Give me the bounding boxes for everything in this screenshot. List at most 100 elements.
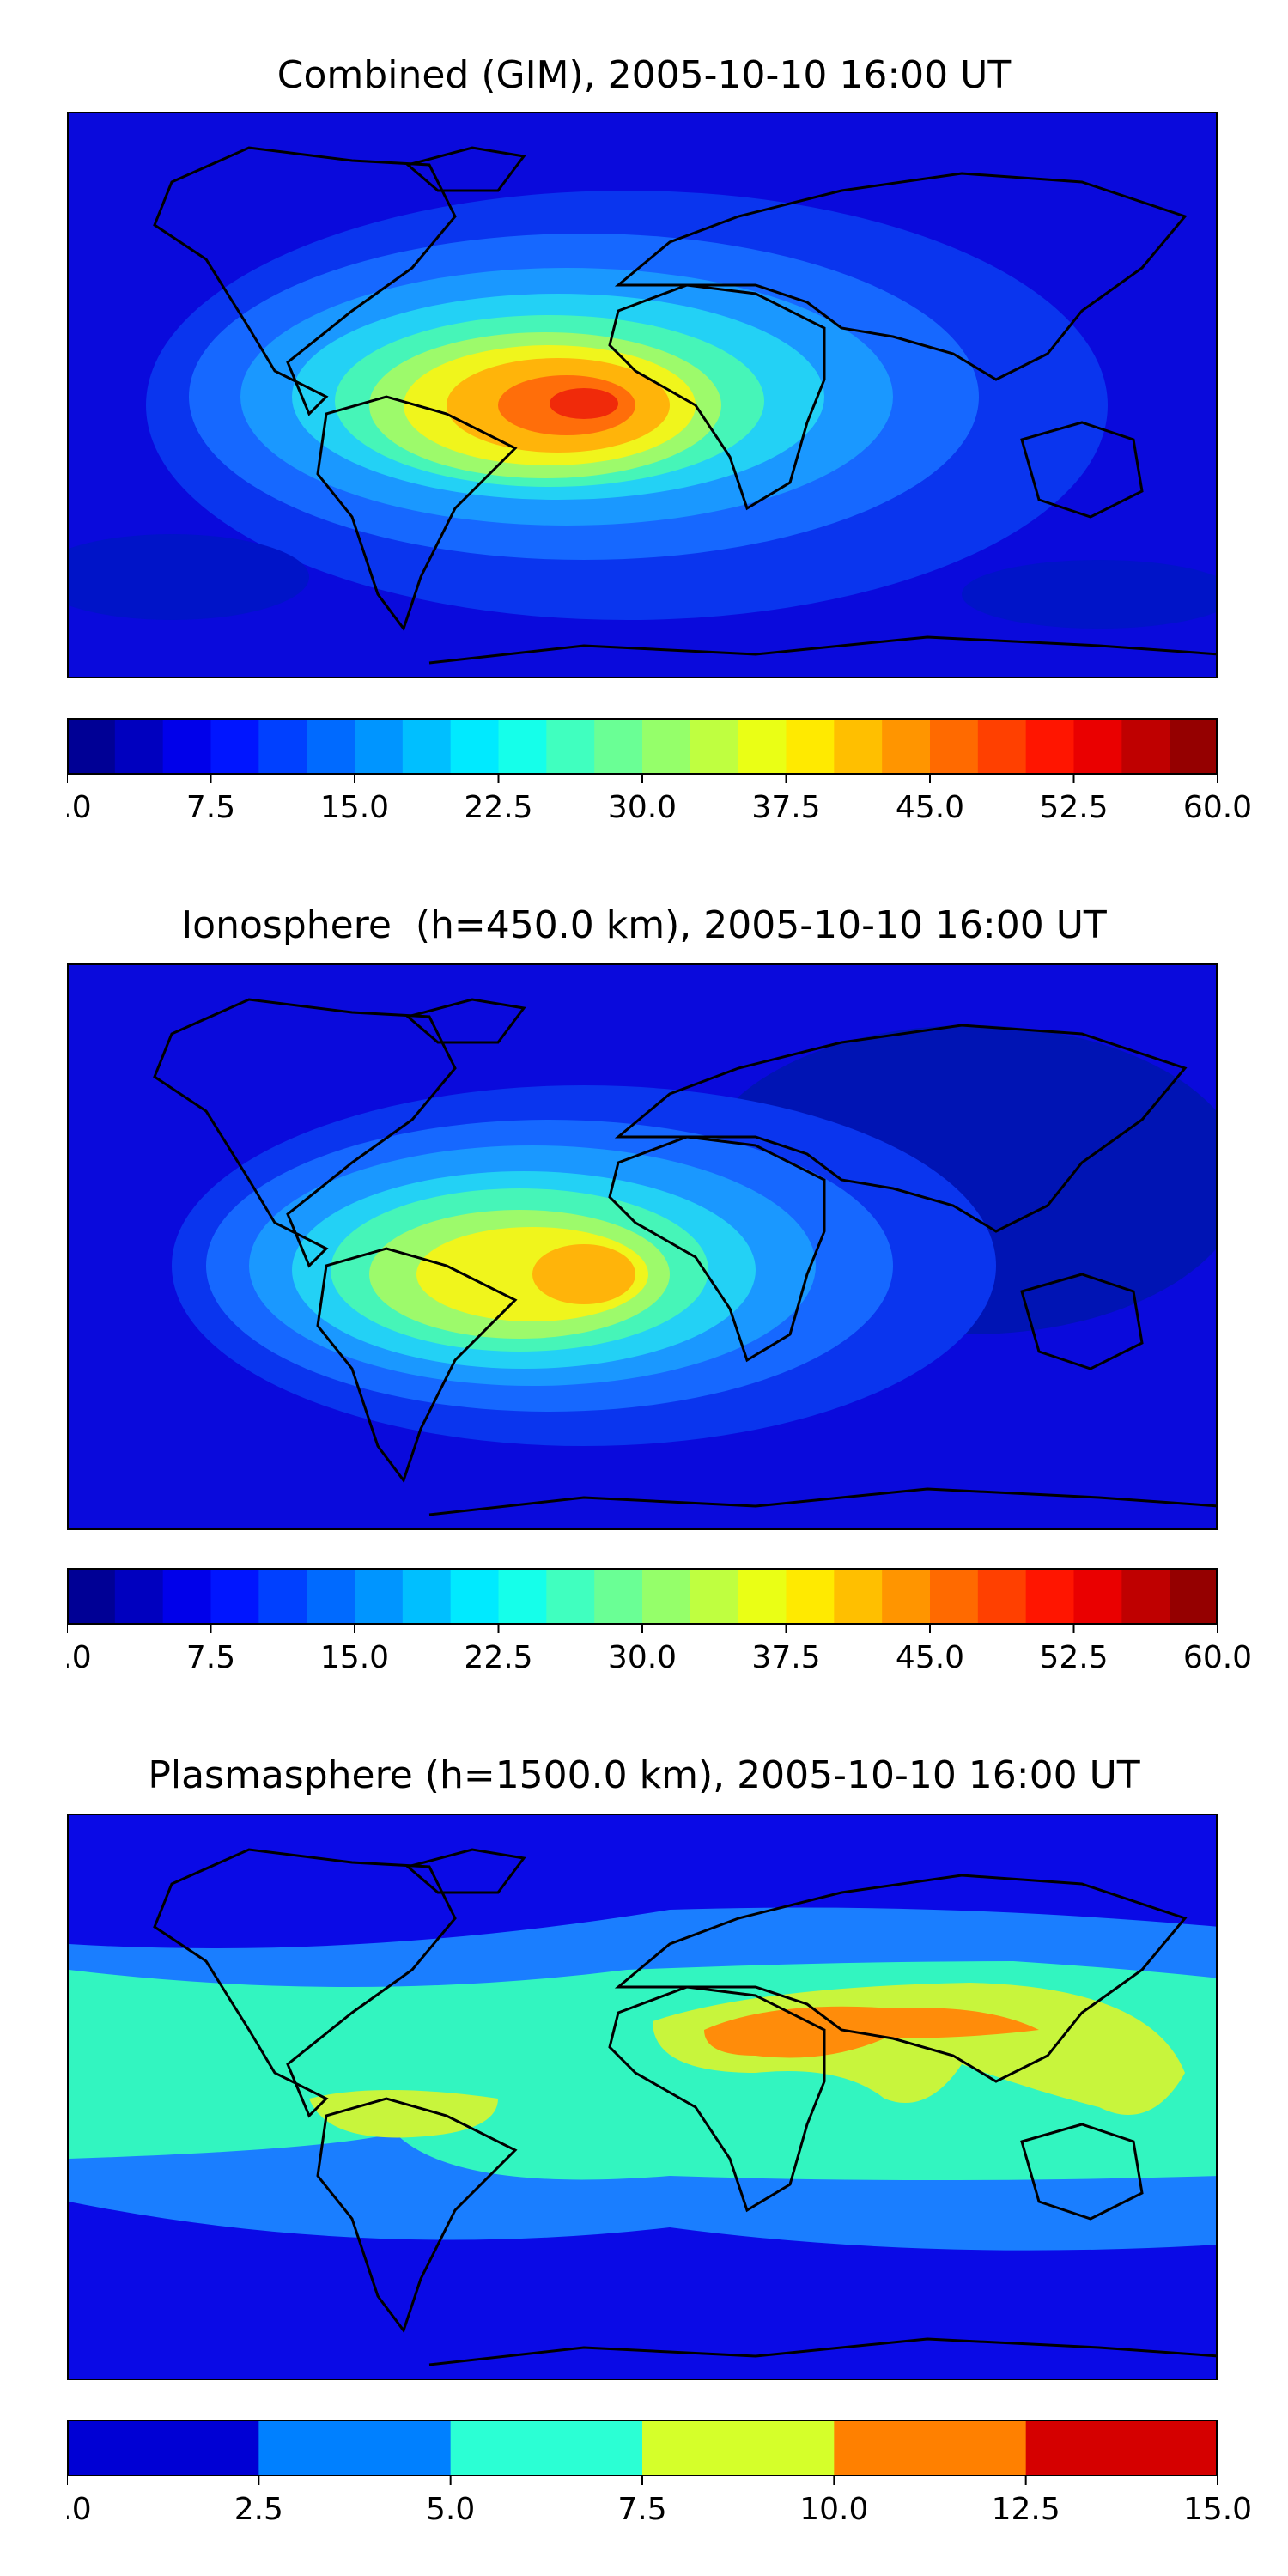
colorbar-tick-label: 22.5 bbox=[464, 790, 532, 825]
colorbar-level bbox=[450, 2420, 643, 2476]
colorbar-level bbox=[834, 1568, 883, 1625]
colorbar-level bbox=[498, 718, 547, 775]
colorbar-level bbox=[1025, 2420, 1218, 2476]
colorbar-level bbox=[67, 718, 116, 775]
colorbar-level bbox=[307, 718, 355, 775]
colorbar-tick-label: 0.0 bbox=[67, 790, 92, 825]
colorbar-svg-ionosphere bbox=[67, 1568, 1218, 1625]
colorbar-tick-label: 0.0 bbox=[67, 1640, 92, 1675]
colorbar-plasmasphere bbox=[67, 2420, 1218, 2476]
colorbar-level bbox=[786, 718, 835, 775]
colorbar-level bbox=[402, 718, 452, 775]
colorbar-level bbox=[834, 718, 883, 775]
colorbar-tick-label: 0.0 bbox=[67, 2492, 92, 2527]
colorbar-tick-label: 22.5 bbox=[464, 1640, 532, 1675]
colorbar-level bbox=[355, 718, 404, 775]
colorbar-level bbox=[977, 1568, 1027, 1625]
colorbar-level bbox=[882, 718, 931, 775]
tec-contour-map-plasmasphere bbox=[69, 1815, 1216, 2379]
colorbar-level bbox=[450, 1568, 500, 1625]
colorbar-border bbox=[67, 2420, 1218, 2476]
colorbar-tick-label: 15.0 bbox=[1183, 2492, 1252, 2527]
colorbar-level bbox=[1073, 718, 1122, 775]
colorbar-level bbox=[67, 2420, 259, 2476]
colorbar-level bbox=[642, 1568, 691, 1625]
colorbar-level bbox=[450, 718, 500, 775]
colorbar-level bbox=[1025, 1568, 1075, 1625]
colorbar-tick-label: 7.5 bbox=[186, 790, 235, 825]
colorbar-tick-label: 30.0 bbox=[608, 1640, 677, 1675]
chart-title-plasmasphere: Plasmasphere (h=1500.0 km), 2005-10-10 1… bbox=[148, 1753, 1140, 1797]
colorbar-level bbox=[690, 718, 739, 775]
colorbar-level bbox=[258, 718, 307, 775]
colorbar-level bbox=[1170, 1568, 1218, 1625]
colorbar-combined bbox=[67, 718, 1218, 775]
colorbar-border bbox=[67, 1568, 1218, 1625]
colorbar-tick-label: 60.0 bbox=[1183, 790, 1252, 825]
colorbar-level bbox=[355, 1568, 404, 1625]
colorbar-tick-label: 30.0 bbox=[608, 790, 677, 825]
colorbar-tick-label: 7.5 bbox=[186, 1640, 235, 1675]
colorbar-level bbox=[258, 1568, 307, 1625]
colorbar-level bbox=[594, 718, 643, 775]
colorbar-level bbox=[210, 718, 259, 775]
colorbar-tick-label: 5.0 bbox=[426, 2492, 475, 2527]
colorbar-level bbox=[1073, 1568, 1122, 1625]
colorbar-level bbox=[690, 1568, 739, 1625]
colorbar-level bbox=[738, 1568, 787, 1625]
colorbar-level bbox=[1121, 718, 1170, 775]
colorbar-svg-plasmasphere bbox=[67, 2420, 1218, 2476]
coastlines bbox=[153, 1848, 1216, 2366]
colorbar-level bbox=[642, 718, 691, 775]
coastlines bbox=[153, 998, 1216, 1516]
colorbar-level bbox=[786, 1568, 835, 1625]
colorbar-ticks-combined: 0.0 7.5 15.0 22.5 30.0 37.5 45.0 52.5 60.0 bbox=[67, 775, 1252, 825]
colorbar-level bbox=[642, 2420, 835, 2476]
colorbar-ionosphere bbox=[67, 1568, 1218, 1625]
tec-contour-map-combined bbox=[69, 113, 1216, 677]
colorbar-level bbox=[498, 1568, 547, 1625]
colorbar-level bbox=[930, 718, 979, 775]
colorbar-level bbox=[258, 2420, 452, 2476]
map-combined bbox=[67, 112, 1218, 678]
colorbar-level bbox=[546, 1568, 595, 1625]
colorbar-level bbox=[162, 1568, 212, 1625]
map-ionosphere bbox=[67, 963, 1218, 1530]
colorbar-level bbox=[162, 718, 212, 775]
colorbar-border bbox=[67, 718, 1218, 775]
tec-contour-map-ionosphere bbox=[69, 965, 1216, 1528]
colorbar-level bbox=[402, 1568, 452, 1625]
colorbar-tick-label: 37.5 bbox=[751, 1640, 820, 1675]
colorbar-level bbox=[210, 1568, 259, 1625]
colorbar-level bbox=[1170, 718, 1218, 775]
colorbar-level bbox=[834, 2420, 1027, 2476]
colorbar-tick-label: 2.5 bbox=[234, 2492, 283, 2527]
colorbar-tick-label: 7.5 bbox=[617, 2492, 666, 2527]
coastlines bbox=[153, 146, 1216, 665]
colorbar-tick-label: 60.0 bbox=[1183, 1640, 1252, 1675]
colorbar-tick-label: 45.0 bbox=[896, 790, 964, 825]
colorbar-level bbox=[1025, 718, 1075, 775]
colorbar-level bbox=[546, 718, 595, 775]
colorbar-level bbox=[114, 718, 164, 775]
colorbar-tick-label: 15.0 bbox=[320, 790, 389, 825]
colorbar-tick-label: 15.0 bbox=[320, 1640, 389, 1675]
colorbar-tick-label: 45.0 bbox=[896, 1640, 964, 1675]
colorbar-tick-label: 37.5 bbox=[751, 790, 820, 825]
colorbar-level bbox=[67, 1568, 116, 1625]
colorbar-tick-label: 52.5 bbox=[1039, 790, 1108, 825]
colorbar-svg-combined bbox=[67, 718, 1218, 775]
colorbar-level bbox=[114, 1568, 164, 1625]
colorbar-level bbox=[977, 718, 1027, 775]
colorbar-tick-label: 10.0 bbox=[799, 2492, 868, 2527]
colorbar-ticks-plasmasphere: 0.0 2.5 5.0 7.5 10.0 12.5 15.0 bbox=[67, 2476, 1252, 2527]
colorbar-ticks-ionosphere: 0.0 7.5 15.0 22.5 30.0 37.5 45.0 52.5 60.0 bbox=[67, 1625, 1252, 1675]
colorbar-level bbox=[1121, 1568, 1170, 1625]
colorbar-level bbox=[594, 1568, 643, 1625]
colorbar-level bbox=[882, 1568, 931, 1625]
chart-title-combined: Combined (GIM), 2005-10-10 16:00 UT bbox=[276, 53, 1012, 97]
colorbar-tick-label: 52.5 bbox=[1039, 1640, 1108, 1675]
map-plasmasphere bbox=[67, 1814, 1218, 2380]
colorbar-level bbox=[930, 1568, 979, 1625]
colorbar-level bbox=[738, 718, 787, 775]
